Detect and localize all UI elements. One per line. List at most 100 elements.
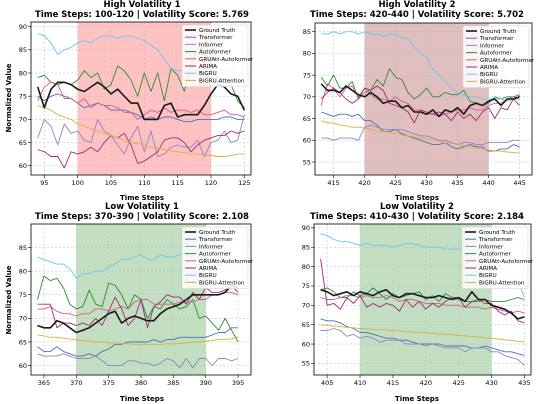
series-line-ground-truth (37, 284, 239, 334)
x-tick-label: 395 (232, 379, 244, 387)
y-tick-label: 75 (19, 291, 27, 299)
plot-frame (30, 21, 252, 176)
y-tick-label: 90 (19, 23, 27, 31)
y-tick-label: 80 (302, 263, 310, 271)
legend-label-autoformer: Autoformer (199, 252, 231, 258)
series-line-bigru-attention (321, 120, 520, 154)
legend-label-informer: Informer (479, 244, 504, 250)
legend-label-arima: ARIMA (479, 266, 497, 272)
legend-label-bigru: BiGRU (480, 72, 498, 78)
x-tick-label: 435 (518, 379, 530, 387)
x-tick-label: 380 (135, 379, 147, 387)
series-line-arima (320, 85, 520, 124)
y-tick-label: 75 (303, 71, 311, 79)
x-axis-label: Time Steps (395, 194, 439, 202)
legend-label-autoformer: Autoformer (479, 252, 511, 258)
plot-area: 405 410 415 420 425 430 435 55 60 65 70 75 80 85 90 Gro… (302, 223, 534, 387)
y-tick-label: 85 (19, 46, 27, 54)
legend-label-bigru: BiGRU (199, 273, 217, 279)
chart-title: High Volatility 2 (378, 0, 455, 10)
x-tick-label: 430 (485, 379, 497, 387)
series-line-ground-truth (320, 83, 520, 118)
plot-frame (30, 223, 252, 376)
y-tick-label: 75 (302, 282, 310, 290)
y-tick-label: 80 (19, 69, 27, 77)
y-tick-label: 70 (19, 116, 27, 124)
series-line-informer (321, 124, 520, 146)
y-tick-label: 60 (302, 340, 310, 348)
chart-title: Low Volatility 1 (105, 202, 179, 212)
legend-label-autoformer: Autoformer (199, 50, 231, 56)
legend-label-bigru-attention: BiGRU-Attention (479, 280, 525, 286)
chart-title: High Volatility 1 (103, 0, 180, 10)
y-axis-label: Normalized Value (5, 265, 13, 334)
y-tick-label: 65 (303, 115, 311, 123)
series-line-autoformer (320, 68, 520, 106)
series-line-autoformer (320, 287, 525, 302)
chart-subtitle: Time Steps: 410-430 | Volatility Score: … (310, 212, 524, 222)
legend-label-bigru-attention: BiGRU-Attention (480, 79, 526, 85)
chart-panel-low-volatility-1: Low Volatility 1 Time Steps: 370-390 | V… (0, 202, 275, 404)
x-tick-label: 365 (38, 379, 50, 387)
x-axis-label: Time Steps (120, 395, 164, 403)
x-tick-label: 425 (452, 379, 464, 387)
y-tick-label: 90 (302, 224, 310, 232)
legend-label-ground-truth: Ground Truth (479, 230, 516, 236)
x-tick-label: 430 (420, 179, 432, 187)
chart-svg-2: High Volatility 2 Time Steps: 420-440 | … (303, 0, 535, 202)
series-line-arima (37, 130, 245, 169)
series-line-informer (37, 353, 239, 369)
chart-svg-1: High Volatility 1 Time Steps: 100-120 | … (5, 0, 254, 202)
x-tick-label: 420 (358, 179, 370, 187)
y-tick-label: 55 (302, 360, 310, 368)
y-tick-label: 75 (19, 92, 27, 100)
x-tick-label: 110 (138, 179, 150, 187)
plot-frame (314, 22, 533, 176)
legend-box (181, 24, 249, 87)
legend-box (181, 226, 249, 289)
series-line-bigru-attention (37, 334, 239, 345)
series-line-informer (37, 114, 245, 157)
plot-area: 415 420 425 430 435 440 445 55 60 65 70 75 80 85 Groun… (303, 22, 535, 187)
legend-box (462, 25, 530, 88)
chart-panel-high-volatility-1: High Volatility 1 Time Steps: 100-120 | … (0, 0, 275, 202)
y-tick-label: 65 (19, 139, 27, 147)
legend-label-arima: ARIMA (199, 64, 217, 70)
x-tick-label: 405 (321, 379, 333, 387)
chart-svg-3: Low Volatility 1 Time Steps: 370-390 | V… (5, 202, 254, 403)
y-tick-label: 60 (19, 362, 27, 370)
series-line-informer (320, 328, 525, 366)
x-tick-label: 425 (389, 179, 401, 187)
y-axis-label: Normalized Value (5, 63, 13, 132)
legend-label-bigru: BiGRU (479, 273, 497, 279)
legend-label-transformer: Transformer (198, 237, 233, 243)
y-tick-label: 60 (19, 162, 27, 170)
x-tick-label: 95 (40, 179, 48, 187)
x-tick-label: 415 (327, 179, 339, 187)
series-line-gruatt-autoformer (37, 291, 239, 317)
series-line-bigru (321, 31, 520, 102)
x-axis-label: Time Steps (120, 194, 164, 202)
y-tick-label: 85 (19, 244, 27, 252)
y-tick-label: 80 (303, 50, 311, 58)
legend-label-ground-truth: Ground Truth (199, 28, 236, 34)
x-tick-label: 100 (71, 179, 83, 187)
series-line-gruatt-autoformer (320, 295, 525, 314)
legend-label-transformer: Transformer (479, 36, 514, 42)
legend-label-arima: ARIMA (480, 65, 498, 71)
legend-label-gruatt-autoformer: GRUAtt-Autoformer (479, 259, 534, 265)
series-line-arima (37, 284, 239, 329)
y-tick-label: 55 (303, 158, 311, 166)
chart-panel-low-volatility-2: Low Volatility 2 Time Steps: 410-430 | V… (275, 202, 550, 404)
plot-area: 365 370 375 380 385 390 395 60 65 70 75 80 85 Ground … (19, 223, 254, 387)
x-tick-label: 120 (205, 179, 217, 187)
x-tick-label: 115 (171, 179, 183, 187)
chart-panel-high-volatility-2: High Volatility 2 Time Steps: 420-440 | … (275, 0, 550, 202)
legend-label-bigru-attention: BiGRU-Attention (199, 78, 245, 84)
legend-label-bigru-attention: BiGRU-Attention (199, 280, 245, 286)
legend-label-gruatt-autoformer: GRUAtt-Autoformer (199, 57, 254, 63)
y-tick-label: 65 (302, 321, 310, 329)
